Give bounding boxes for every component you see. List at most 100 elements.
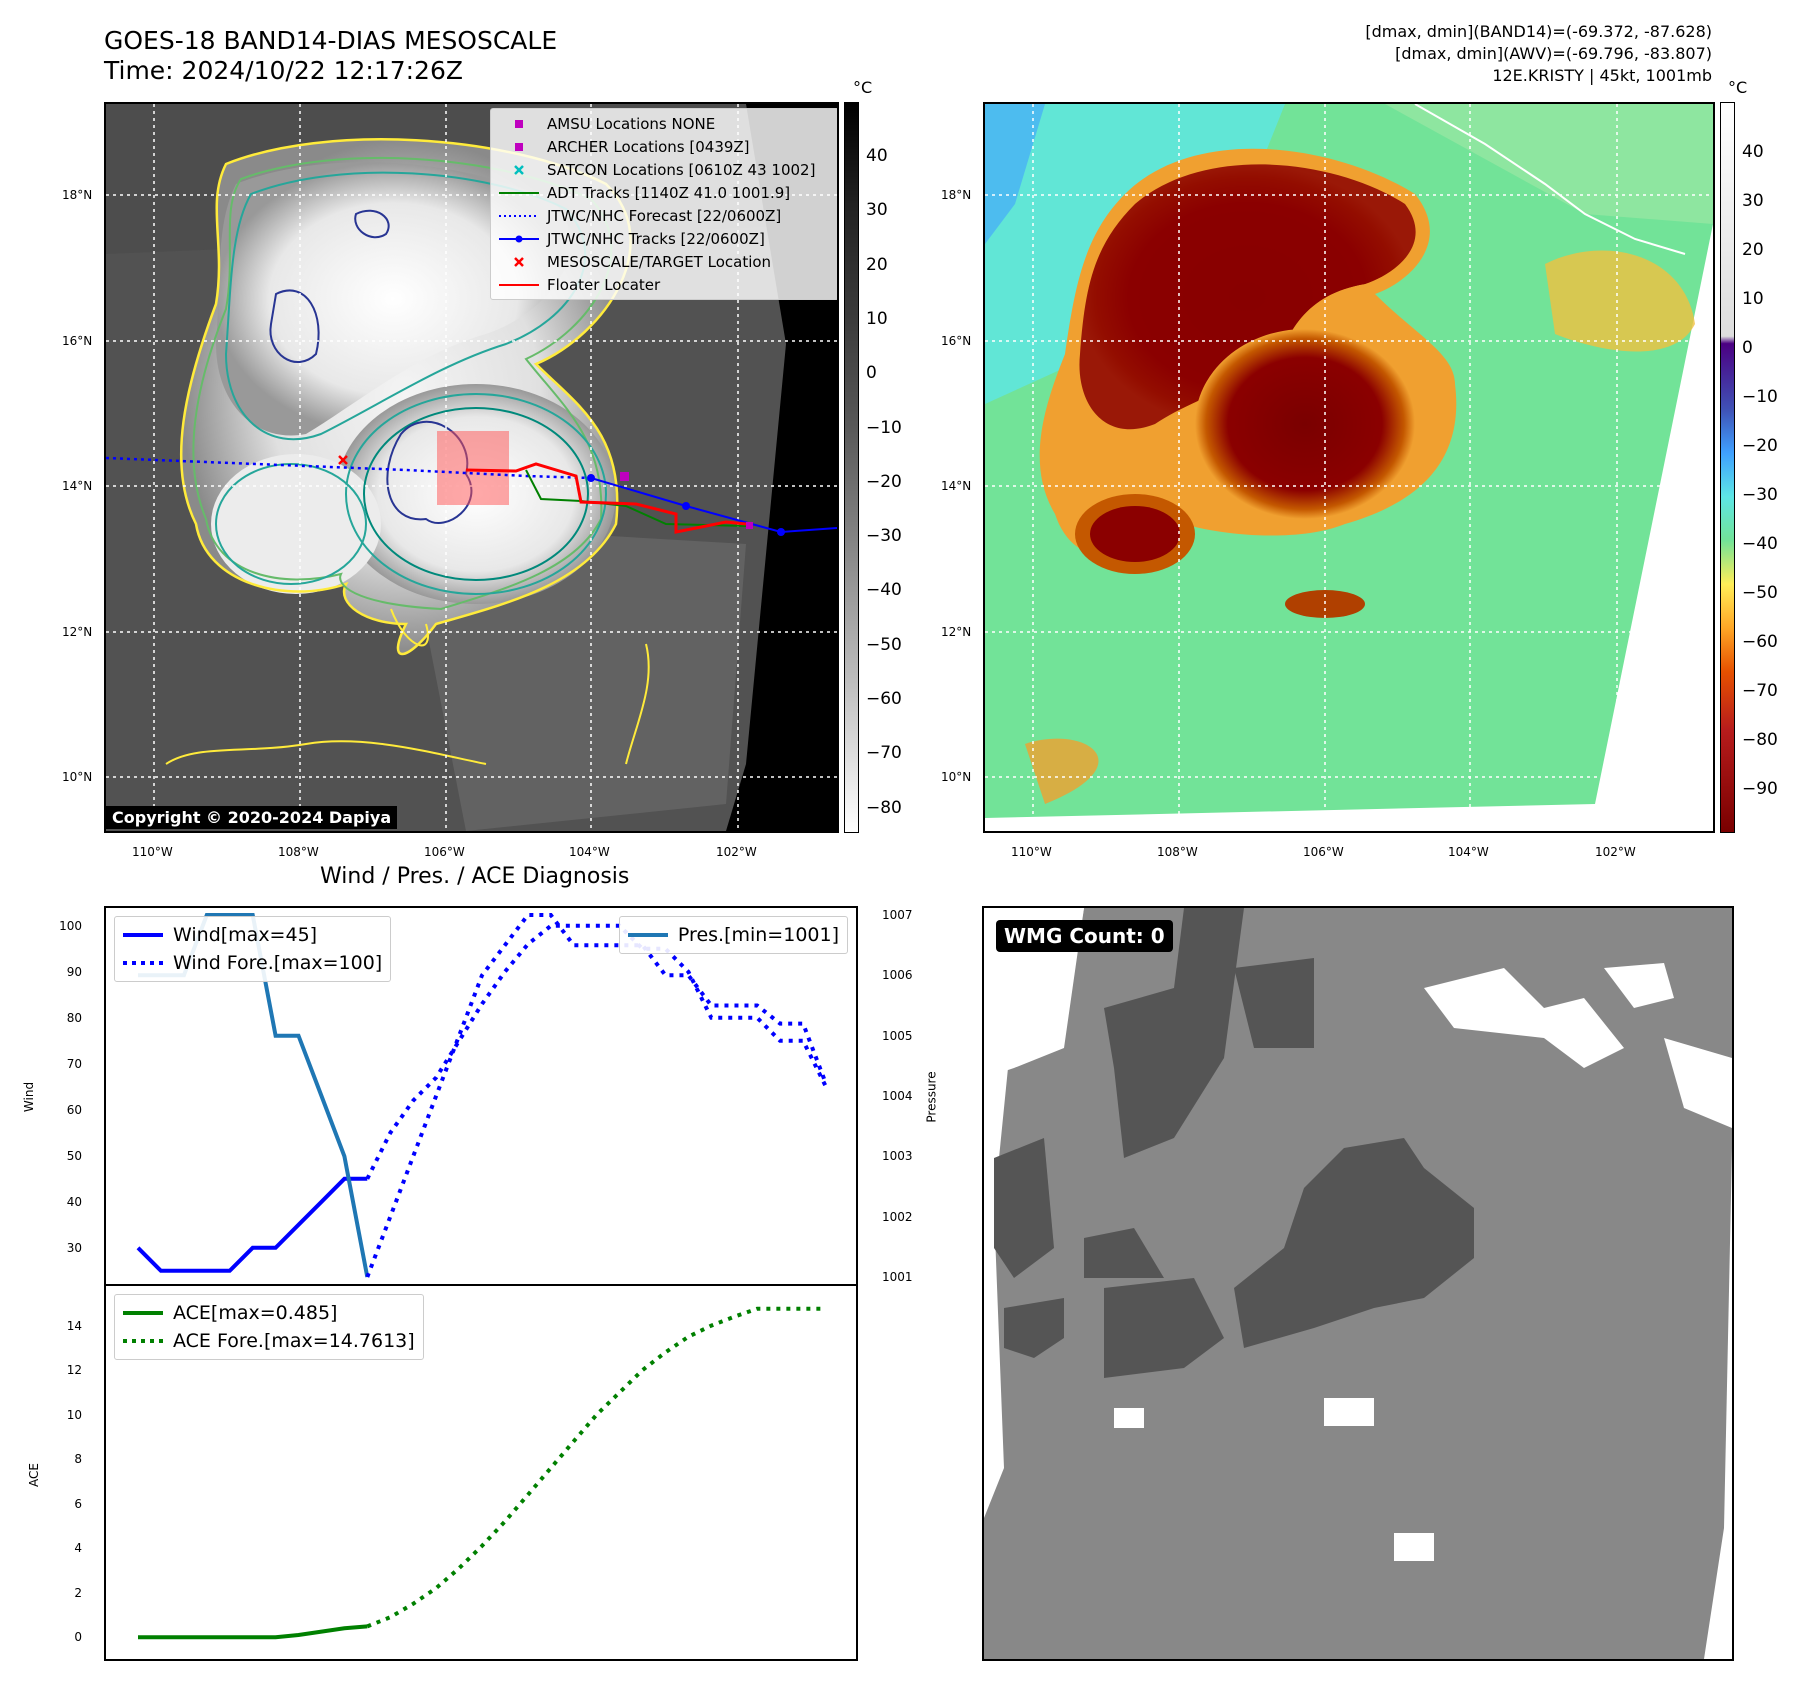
ace-y-tick: 2 [74, 1585, 82, 1600]
lat-tick-label: 14°N [62, 479, 93, 493]
mesoscale-target-box [437, 431, 509, 505]
colorbar-left-tick: −30 [866, 526, 902, 547]
lon-tick-label: 110°W [132, 845, 173, 859]
map-legend-label: SATCON Locations [0610Z 43 1002] [547, 160, 816, 179]
map-legend-label: Floater Locater [547, 275, 661, 294]
lon-tick-label-right: 106°W [1303, 845, 1344, 859]
map-legend-label: ARCHER Locations [0439Z] [547, 137, 750, 156]
colorbar-right-tick: −70 [1742, 681, 1778, 701]
ace-chart: ACE[max=0.485] ACE Fore.[max=14.7613] [104, 1284, 858, 1661]
colorbar-left [844, 102, 859, 833]
archer-marker-2 [746, 522, 753, 529]
map-legend-label: JTWC/NHC Forecast [22/0600Z] [547, 206, 782, 225]
colorbar-left-tick: 20 [866, 254, 888, 275]
colorbar-right-tick: −10 [1742, 387, 1778, 407]
colorbar-left-tick: −50 [866, 634, 902, 655]
wind-y-tick: 40 [66, 1194, 82, 1209]
info-awv: [dmax, dmin](AWV)=(-69.796, -83.807) [1395, 44, 1712, 63]
map-legend-item: SATCON Locations [0610Z 43 1002] [499, 158, 837, 181]
colorbar-left-tick: 0 [866, 363, 877, 384]
colorbar-right-tick: 10 [1742, 289, 1764, 309]
wmg-count-badge: WMG Count: 0 [996, 920, 1173, 952]
lat-tick-label: 16°N [62, 334, 93, 348]
ace-y-tick: 10 [66, 1407, 82, 1422]
copyright-label: Copyright © 2020-2024 Dapiya [106, 806, 398, 829]
ace-fore--line [366, 1306, 826, 1629]
map-legend-swatch [499, 164, 539, 176]
wmg-panel: WMG Count: 0 [982, 906, 1734, 1661]
map-legend-item: AMSU Locations NONE [499, 112, 837, 135]
pressure-y-tick: 1007 [882, 908, 913, 923]
ace-y-tick: 14 [66, 1318, 82, 1333]
lat-tick-label-right: 18°N [941, 188, 972, 202]
ace-y-tick: 12 [66, 1363, 82, 1378]
wind-legend: Wind[max=45] Wind Fore.[max=100] [114, 916, 392, 982]
pressure-y-tick: 1004 [882, 1089, 913, 1103]
map-legend-label: ADT Tracks [1140Z 41.0 1001.9] [547, 183, 791, 202]
band14-map: AMSU Locations NONE ARCHER Locations [043… [104, 102, 839, 833]
wind-pres-chart: Wind[max=45] Wind Fore.[max=100] Pres.[m… [104, 906, 858, 1285]
map-legend-label: MESOSCALE/TARGET Location [547, 252, 772, 271]
colorbar-right-unit: °C [1728, 78, 1748, 97]
lon-tick-label-right: 108°W [1157, 845, 1198, 859]
info-storm: 12E.KRISTY | 45kt, 1001mb [1492, 66, 1712, 85]
pressure-axis-label: Pressure [924, 1071, 939, 1123]
ace-line [138, 1624, 368, 1640]
diagnosis-title: Wind / Pres. / ACE Diagnosis [320, 864, 630, 889]
map-legend-swatch [499, 141, 539, 153]
ace-legend-swatch [123, 1311, 163, 1315]
mesoscale-target-marker [338, 455, 348, 465]
map-legend-swatch [499, 187, 539, 199]
ace-forecast-legend-swatch [123, 1339, 163, 1343]
colorbar-left-tick: 40 [866, 146, 888, 166]
colorbar-right-tick: −90 [1742, 779, 1778, 799]
colorbar-left-tick: 10 [866, 308, 888, 329]
map-legend-item: JTWC/NHC Forecast [22/0600Z] [499, 204, 837, 227]
map-legend-label: AMSU Locations NONE [547, 114, 716, 133]
colorbar-right-tick: 0 [1742, 338, 1753, 358]
colorbar-left-tick: −40 [866, 580, 902, 601]
colorbar-left-tick: −80 [866, 797, 902, 818]
pressure-y-tick: 1006 [882, 968, 913, 983]
colorbar-right-tick: −80 [1742, 730, 1778, 750]
wind-fore--line [365, 923, 828, 1180]
colorbar-right-tick: −20 [1742, 436, 1778, 456]
lat-tick-label-right: 12°N [941, 625, 972, 639]
ace-y-tick: 6 [74, 1496, 82, 1511]
lat-tick-label-right: 10°N [941, 770, 972, 784]
colorbar-left-tick: 30 [866, 200, 888, 221]
colorbar-left-tick: −70 [866, 743, 902, 764]
wind-y-tick: 80 [66, 1010, 82, 1025]
colorbar-left-tick: −10 [866, 417, 902, 438]
ace-y-tick: 0 [74, 1630, 82, 1645]
pressure-y-tick: 1003 [882, 1149, 913, 1164]
colorbar-right-tick: 40 [1742, 142, 1764, 162]
map-legend-swatch [499, 256, 539, 268]
wind-forecast-legend-swatch [123, 961, 163, 965]
map-legend-item: MESOSCALE/TARGET Location [499, 250, 837, 273]
map-legend-item: JTWC/NHC Tracks [22/0600Z] [499, 227, 837, 250]
pres-legend: Pres.[min=1001] [618, 916, 848, 954]
wind-forecast-legend-label: Wind Fore.[max=100] [173, 952, 383, 974]
map-legend-item: ADT Tracks [1140Z 41.0 1001.9] [499, 181, 837, 204]
colorbar-left-tick: −60 [866, 689, 902, 709]
pressure-y-tick: 1001 [882, 1269, 913, 1284]
wind-y-tick: 70 [66, 1056, 82, 1071]
lon-tick-label-right: 104°W [1448, 845, 1489, 859]
chart-title: GOES-18 BAND14-DIAS MESOSCALE [104, 26, 558, 55]
map-legend-swatch [499, 233, 539, 245]
ace-axis-label: ACE [26, 1463, 41, 1487]
map-legend-item: Floater Locater [499, 273, 837, 296]
wind-y-tick: 50 [66, 1148, 82, 1163]
wind-line [136, 1176, 368, 1273]
info-band14: [dmax, dmin](BAND14)=(-69.372, -87.628) [1365, 22, 1712, 41]
wind-y-tick: 90 [66, 964, 82, 979]
lon-tick-label: 104°W [569, 845, 610, 859]
colorbar-right [1720, 102, 1735, 833]
jtwc-track [590, 477, 837, 534]
ace-y-tick: 4 [74, 1541, 82, 1556]
lat-tick-label: 10°N [62, 770, 93, 784]
wind-legend-label: Wind[max=45] [173, 924, 318, 946]
awv-map [983, 102, 1715, 833]
colorbar-left-unit: °C [853, 78, 873, 97]
